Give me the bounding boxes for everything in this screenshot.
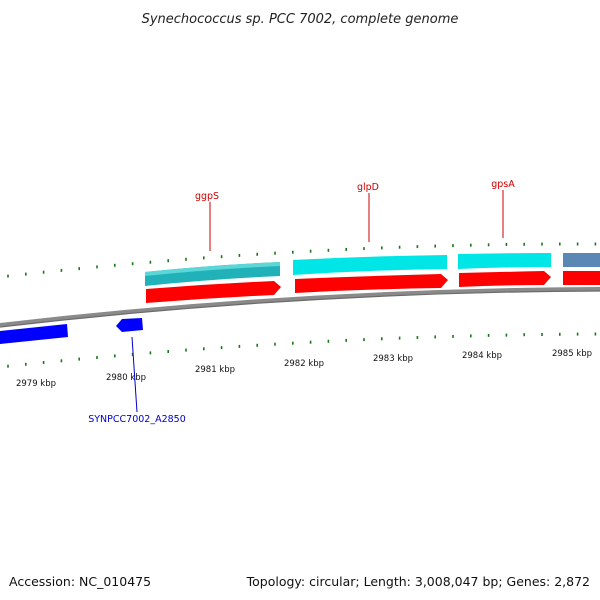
gene-gpsA[interactable] [458, 253, 551, 269]
scale-label: 2984 kbp [462, 351, 502, 361]
inner-ticks [7, 332, 597, 368]
cds-gpsA[interactable] [459, 271, 551, 287]
gene-label-ggpS[interactable]: ggpS [195, 191, 219, 202]
scale-labels: 2979 kbp 2980 kbp 2981 kbp 2982 kbp 2983… [16, 349, 592, 389]
outer-ticks [7, 242, 597, 278]
gene-next[interactable] [563, 253, 600, 267]
gene-label-gpsA[interactable]: gpsA [491, 179, 515, 190]
scale-label: 2980 kbp [106, 373, 146, 383]
cds-SYNPCC7002_A2850[interactable] [116, 318, 143, 332]
cds-glpD[interactable] [295, 274, 448, 293]
scale-label: 2979 kbp [16, 379, 56, 389]
cds-reverse-left[interactable] [0, 324, 68, 344]
scale-label: 2983 kbp [373, 354, 413, 364]
scale-label: 2981 kbp [195, 365, 235, 375]
genome-title: Synechococcus sp. PCC 7002, complete gen… [142, 12, 459, 27]
gene-glpD[interactable] [293, 255, 447, 275]
genome-summary-text: Topology: circular; Length: 3,008,047 bp… [246, 574, 590, 589]
cds-track [146, 271, 600, 303]
label-leader-A2850 [131, 336, 138, 413]
cds-ggpS[interactable] [146, 281, 281, 303]
gene-label-glpD[interactable]: glpD [357, 182, 379, 193]
scale-label: 2982 kbp [284, 359, 324, 369]
reverse-gene-track [0, 318, 143, 344]
genome-backbone [0, 287, 600, 327]
gene-ggpS[interactable] [145, 262, 280, 286]
gene-label-SYNPCC7002_A2850[interactable]: SYNPCC7002_A2850 [88, 414, 186, 425]
genome-backbone-shade [0, 290, 600, 328]
gene-ggpS-highlight [145, 262, 280, 276]
scale-label: 2985 kbp [552, 349, 592, 359]
cds-next[interactable] [563, 271, 600, 285]
forward-gene-track [145, 253, 600, 286]
accession-text: Accession: NC_010475 [9, 574, 151, 589]
